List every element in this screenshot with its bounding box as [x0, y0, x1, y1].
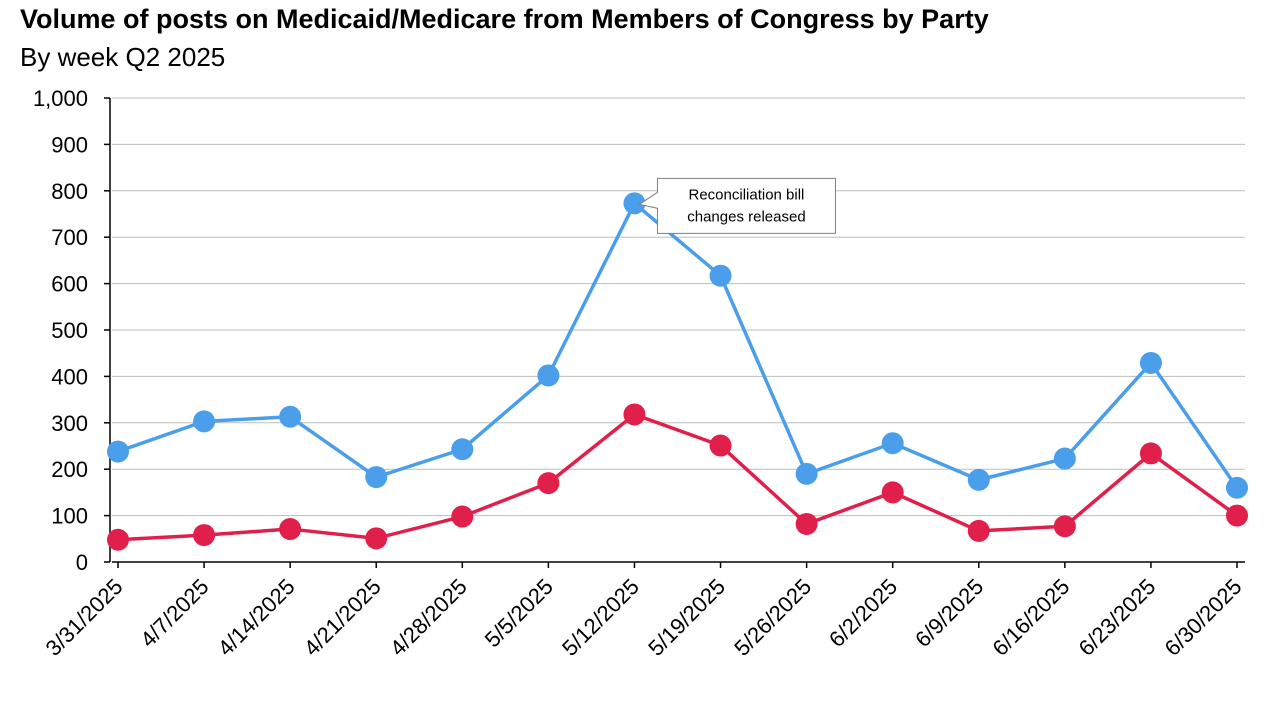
y-tick-label: 400 — [51, 364, 88, 389]
data-point — [795, 462, 818, 485]
x-tick-label: 3/31/2025 — [41, 574, 128, 661]
data-point — [795, 512, 818, 535]
y-tick-label: 800 — [51, 179, 88, 204]
x-tick-label: 5/12/2025 — [557, 574, 644, 661]
x-tick-labels: 3/31/2025 4/7/2025 4/14/2025 4/21/2025 4/28/… — [41, 574, 1247, 661]
data-point — [365, 466, 388, 489]
data-point — [279, 518, 302, 541]
grid-lines — [112, 97, 1245, 517]
chart-title: Volume of posts on Medicaid/Medicare fro… — [20, 4, 989, 34]
x-tick-label: 5/19/2025 — [643, 574, 730, 661]
data-point — [1226, 476, 1248, 499]
x-tick-label: 4/28/2025 — [385, 574, 472, 661]
x-tick-label: 6/23/2025 — [1074, 574, 1161, 661]
y-tick-label: 100 — [51, 504, 88, 529]
x-tick-label: 6/16/2025 — [987, 574, 1074, 661]
series-line — [117, 201, 1239, 489]
x-tick-label: 4/7/2025 — [135, 574, 213, 652]
y-tick-label: 600 — [51, 272, 88, 297]
data-point — [1139, 351, 1162, 374]
y-tick-label: 1,000 — [33, 86, 88, 111]
y-tick-label: 900 — [51, 132, 88, 157]
annotation-callout — [638, 177, 836, 234]
series-line — [117, 412, 1239, 542]
x-tick-label: 4/21/2025 — [299, 574, 386, 661]
x-tick-label: 5/5/2025 — [480, 574, 558, 652]
y-tick-label: 200 — [51, 457, 88, 482]
data-point — [451, 438, 474, 461]
axes — [104, 97, 1245, 568]
series-republicans — [107, 403, 1248, 551]
data-point — [881, 432, 904, 455]
data-point — [537, 472, 560, 495]
data-point — [1053, 515, 1076, 538]
y-tick-label: 0 — [76, 550, 88, 575]
data-point — [279, 405, 302, 428]
x-tick-label: 5/26/2025 — [729, 574, 816, 661]
data-point — [193, 524, 216, 547]
annotation-text: changes released — [687, 208, 805, 225]
data-point — [881, 481, 904, 504]
data-point — [709, 264, 732, 287]
data-point — [967, 519, 990, 542]
data-point — [1053, 447, 1076, 470]
y-tick-labels: 0 100 200 300 400 500 600 700 800 900 1,000 — [33, 86, 88, 575]
data-point — [709, 434, 732, 457]
x-tick-label: 4/14/2025 — [213, 574, 300, 661]
annotation-text: Reconciliation bill — [689, 186, 805, 203]
data-point — [537, 364, 560, 387]
data-point — [193, 410, 216, 433]
y-tick-label: 700 — [51, 225, 88, 250]
data-point — [451, 505, 474, 528]
data-point — [365, 527, 388, 550]
data-point — [107, 528, 129, 551]
data-point — [967, 468, 990, 491]
x-tick-label: 6/9/2025 — [910, 574, 988, 652]
chart-subtitle: By week Q2 2025 — [20, 42, 226, 72]
x-tick-label: 6/2/2025 — [824, 574, 902, 652]
data-point — [623, 403, 646, 426]
y-tick-label: 500 — [51, 318, 88, 343]
data-point — [1139, 442, 1162, 465]
y-tick-label: 300 — [51, 411, 88, 436]
data-point — [107, 440, 129, 463]
series-democrats — [107, 192, 1248, 499]
series-group — [107, 192, 1248, 551]
annotation: Reconciliation bill changes released — [638, 177, 836, 234]
data-point — [623, 192, 646, 215]
data-point — [1226, 504, 1248, 527]
x-tick-label: 6/30/2025 — [1160, 574, 1247, 661]
